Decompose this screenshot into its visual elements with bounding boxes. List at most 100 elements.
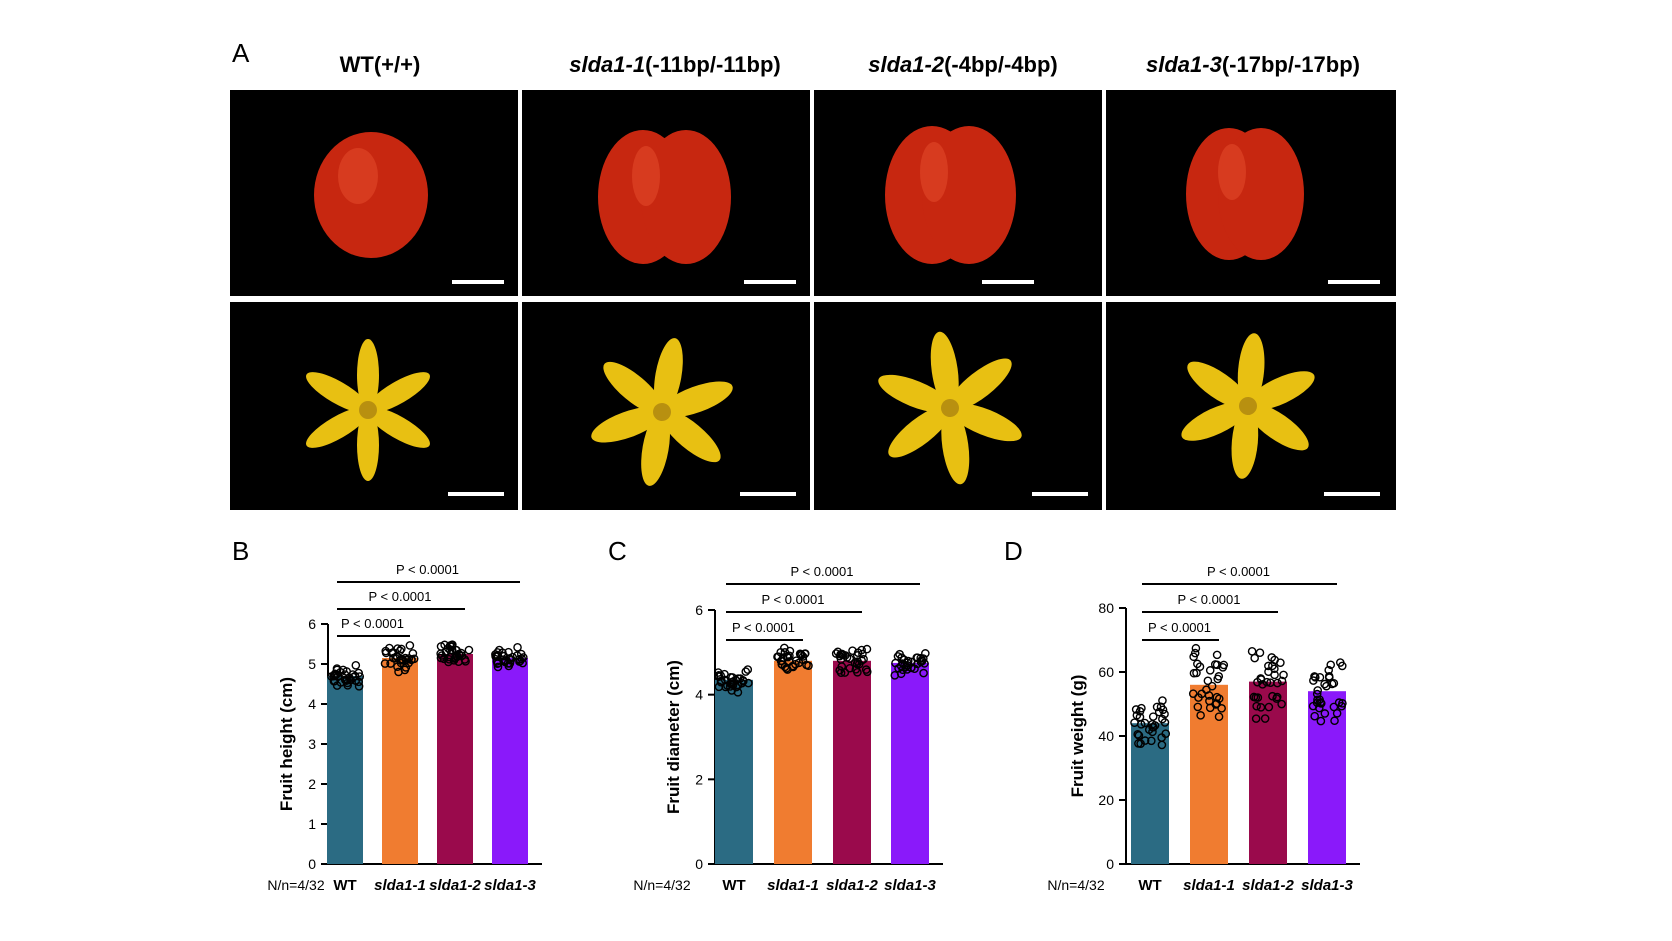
- data-point: [743, 665, 753, 674]
- data-point: [1279, 670, 1288, 680]
- data-point: [1189, 652, 1198, 662]
- data-point: [1312, 698, 1322, 707]
- data-point: [1264, 667, 1273, 677]
- y-tick-label: 20: [1098, 792, 1114, 808]
- data-point: [1211, 700, 1221, 709]
- data-point: [493, 662, 503, 672]
- scale-bar: [452, 280, 504, 284]
- data-point: [1136, 739, 1145, 748]
- data-point: [1134, 731, 1144, 740]
- y-tick-label: 0: [1106, 856, 1114, 872]
- data-point: [1214, 712, 1224, 721]
- chart-panel-d: D 0 20 40 60 80 Fruit weight (g) WT slda1-1 slda1…: [1004, 536, 1360, 894]
- data-point: [393, 644, 402, 653]
- column-title-slda1-2: slda1-2(-4bp/-4bp): [818, 52, 1108, 78]
- category-label: WT: [1138, 877, 1161, 894]
- data-point: [1267, 653, 1277, 662]
- tomato-flower-image: [306, 339, 430, 481]
- bar-slda1-2: [1249, 681, 1287, 864]
- data-point: [728, 680, 738, 690]
- category-label: slda1-3: [884, 877, 936, 894]
- data-point: [1135, 707, 1145, 716]
- bar-WT: [327, 676, 363, 864]
- category-label: slda1-2: [1242, 877, 1294, 894]
- data-point: [1264, 661, 1273, 671]
- data-point: [439, 654, 449, 664]
- data-point: [785, 646, 795, 656]
- gene-name: slda1-1: [569, 52, 646, 77]
- data-point: [1193, 659, 1202, 669]
- data-point: [1196, 711, 1205, 720]
- scale-bar: [740, 492, 796, 496]
- data-point: [1213, 674, 1223, 684]
- data-point: [386, 659, 395, 668]
- data-point: [920, 659, 929, 668]
- data-point: [491, 650, 500, 659]
- y-axis-label: Fruit height (cm): [277, 677, 296, 811]
- scale-bar: [1032, 492, 1088, 496]
- y-tick-label: 2: [308, 776, 316, 792]
- data-point: [445, 641, 455, 651]
- data-point: [845, 663, 855, 673]
- data-point: [513, 642, 522, 652]
- data-point: [1205, 696, 1214, 706]
- data-point: [1264, 702, 1274, 712]
- y-tick-label: 40: [1098, 728, 1114, 744]
- data-point: [1193, 702, 1203, 712]
- category-label: slda1-2: [429, 877, 481, 894]
- data-point: [896, 669, 906, 679]
- data-point: [460, 655, 470, 664]
- fruit-photo-slda1-3: [1106, 90, 1396, 296]
- chart-panel-c: C 0 2 4 6 Fruit diameter (cm) WT slda1-1 slda1-2…: [608, 536, 943, 894]
- bar-slda1-1: [382, 658, 418, 864]
- data-point: [1276, 658, 1285, 667]
- data-point: [397, 644, 406, 654]
- data-point: [919, 668, 928, 678]
- data-point: [1258, 680, 1267, 689]
- category-label: WT: [722, 877, 745, 894]
- data-point: [343, 678, 352, 688]
- data-point: [1212, 650, 1222, 660]
- data-point: [1256, 703, 1266, 712]
- data-point: [1326, 660, 1336, 670]
- data-point: [1310, 672, 1319, 681]
- data-point: [744, 678, 753, 688]
- data-point: [1324, 665, 1334, 675]
- data-point: [1152, 702, 1162, 712]
- data-point: [380, 659, 390, 668]
- panel-letter-a: A: [232, 38, 250, 68]
- data-point: [395, 646, 405, 656]
- data-point: [1158, 696, 1167, 705]
- data-point: [921, 649, 930, 658]
- data-point: [836, 655, 846, 664]
- data-point: [795, 649, 805, 659]
- category-label: slda1-1: [374, 877, 426, 894]
- data-point: [1312, 689, 1322, 699]
- data-point: [405, 641, 415, 650]
- fruit-photo-slda1-2: [814, 90, 1102, 296]
- bar-slda1-3: [891, 662, 929, 864]
- y-tick-label: 6: [695, 602, 703, 618]
- data-point: [1207, 681, 1217, 691]
- data-point: [741, 667, 751, 676]
- column-title-slda1-1: slda1-1(-11bp/-11bp): [530, 52, 820, 78]
- data-point: [1218, 663, 1228, 672]
- y-tick-label: 0: [308, 856, 316, 872]
- data-point: [898, 665, 908, 675]
- scale-bar: [982, 280, 1034, 284]
- data-point: [355, 672, 365, 681]
- data-point: [1210, 660, 1220, 669]
- genotype-label: (-17bp/-17bp): [1221, 52, 1360, 77]
- data-point: [1273, 678, 1282, 688]
- data-point: [862, 644, 872, 654]
- data-point: [1277, 699, 1286, 709]
- bar-slda1-2: [437, 654, 473, 864]
- y-tick-label: 4: [308, 696, 316, 712]
- flower-photo-slda1-2: [814, 302, 1102, 510]
- p-value-label: P < 0.0001: [790, 564, 853, 579]
- p-value-label: P < 0.0001: [1207, 564, 1270, 579]
- data-point: [723, 681, 732, 690]
- y-axis-label: Fruit weight (g): [1068, 675, 1087, 798]
